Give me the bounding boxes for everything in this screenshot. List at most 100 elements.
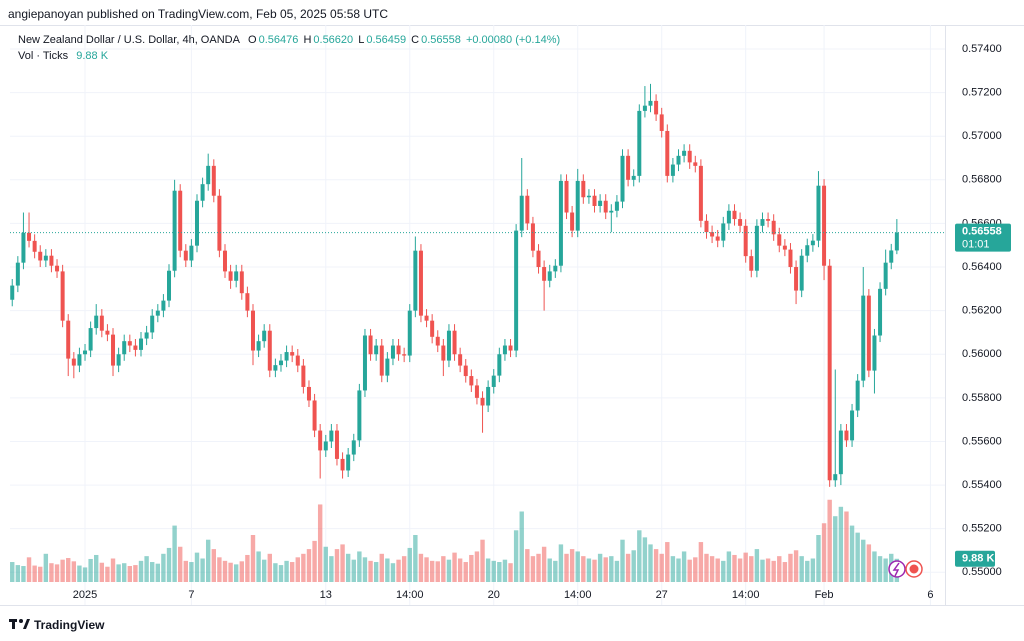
candle-body — [659, 114, 664, 131]
candle-body — [60, 271, 65, 321]
volume-bar — [228, 562, 233, 582]
volume-bar — [765, 558, 771, 582]
candle-body — [782, 245, 787, 250]
candle-body — [553, 265, 558, 272]
candle-body — [883, 262, 888, 289]
volume-bar — [105, 566, 110, 582]
candle-body — [189, 245, 194, 261]
candle-body — [788, 249, 793, 268]
volume-bar — [334, 549, 340, 582]
candle-body — [497, 354, 502, 376]
candle-body — [508, 345, 513, 351]
candle-body — [469, 376, 474, 386]
volume-bar — [312, 540, 317, 582]
candle-body — [43, 255, 48, 261]
volume-bar — [138, 560, 144, 582]
candle-body — [738, 219, 743, 226]
candle-body — [407, 310, 412, 356]
volume-bar — [553, 560, 558, 582]
volume-bar — [189, 562, 194, 582]
candle-body — [850, 410, 855, 441]
candle-body — [396, 345, 401, 355]
x-tick-label: 2025 — [73, 589, 97, 601]
volume-bar — [222, 560, 228, 582]
candle-body — [38, 251, 43, 261]
symbol-title: New Zealand Dollar / U.S. Dollar, 4h, OA… — [18, 34, 240, 46]
volume-bar — [200, 558, 205, 582]
candle-body — [822, 185, 827, 266]
candle-body — [430, 320, 435, 337]
candle-body — [239, 271, 244, 294]
volume-bar — [637, 530, 642, 582]
volume-bar — [15, 565, 21, 582]
volume-bar — [575, 551, 580, 582]
candle-body — [167, 270, 172, 301]
candle-body — [116, 354, 121, 366]
volume-bar — [452, 552, 457, 582]
icon — [892, 562, 900, 577]
candle-body — [195, 200, 199, 246]
volume-bar — [133, 565, 138, 582]
volume-bar — [513, 530, 519, 582]
volume-bar — [94, 554, 99, 582]
volume-bar — [32, 565, 37, 582]
volume-bar — [799, 556, 804, 582]
candle-body — [564, 180, 569, 213]
volume-bar — [10, 562, 15, 582]
volume-bar — [205, 539, 211, 582]
y-tick-label: 0.55800 — [962, 392, 1002, 404]
candle-body — [27, 232, 32, 241]
candle-body — [525, 195, 530, 224]
candle-body — [872, 335, 877, 371]
volume-bar — [256, 551, 261, 582]
volume-bar — [597, 553, 603, 582]
logo-part — [19, 619, 23, 623]
volume-bar — [284, 560, 289, 582]
volume-bar — [530, 556, 536, 582]
volume-bar — [289, 562, 295, 582]
candle-body — [390, 345, 395, 359]
volume-bar — [54, 564, 60, 582]
candle-body — [435, 336, 440, 346]
candle-body — [626, 155, 631, 180]
volume-bar — [659, 553, 664, 582]
logo-part — [12, 619, 15, 629]
volume-bar — [82, 567, 88, 582]
candle-body — [693, 162, 698, 166]
change: +0.00080 (+0.14%) — [465, 34, 561, 46]
volume-bar — [368, 560, 373, 582]
volume-bar — [653, 549, 659, 582]
volume-bar — [704, 553, 709, 582]
volume-bar — [373, 562, 379, 582]
candle-body — [290, 352, 295, 356]
volume-bar — [665, 542, 670, 582]
candle-body — [351, 440, 356, 455]
candle-body — [122, 341, 127, 355]
volume-bar — [816, 535, 821, 582]
volume-bar — [407, 547, 412, 582]
volume-bar — [71, 561, 77, 582]
candle-body — [94, 315, 99, 329]
volume-bar — [172, 525, 177, 582]
candle-body — [676, 155, 681, 165]
candle-body — [66, 320, 71, 359]
volume-bar — [435, 561, 440, 582]
candle-body — [463, 365, 468, 377]
candle-body — [894, 232, 899, 251]
candle-body — [83, 350, 88, 355]
volume-bar — [446, 559, 452, 582]
volume-bar — [541, 546, 547, 582]
volume-bar — [788, 553, 793, 582]
x-tick-label: 14:00 — [732, 589, 760, 601]
candle-body — [810, 240, 815, 246]
candle-body — [592, 195, 597, 206]
volume-bar — [441, 556, 446, 582]
candle-body — [77, 354, 82, 366]
candle-body — [183, 250, 188, 261]
candle-body — [441, 345, 446, 361]
volume-bar — [805, 560, 810, 582]
volume-bar — [110, 558, 116, 582]
volume-bar — [457, 558, 463, 582]
